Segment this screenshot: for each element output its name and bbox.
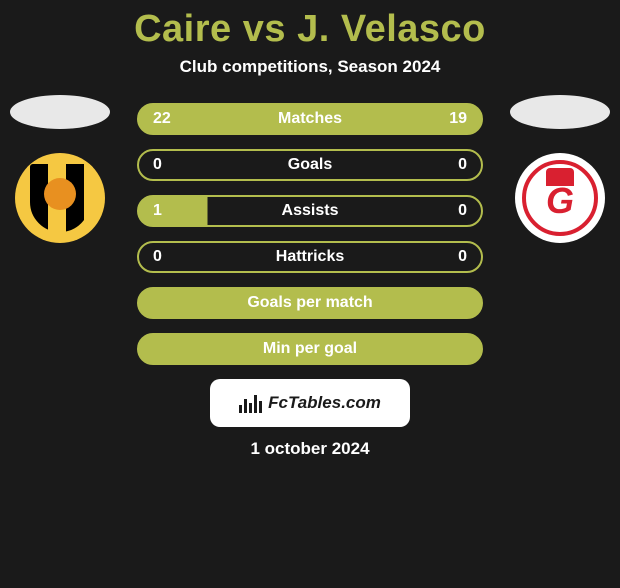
stat-row: 0 Hattricks 0 [137,241,483,273]
player-left-column [10,95,110,243]
stat-row: 1 Assists 0 [137,195,483,227]
stat-right-value: 0 [458,248,467,266]
stat-label: Assists [282,202,339,220]
stat-left-value: 1 [153,202,162,220]
stat-label: Hattricks [276,248,344,266]
date-text: 1 october 2024 [0,439,620,459]
player2-name: J. Velasco [297,8,486,50]
chart-icon [239,393,262,413]
stat-left-value: 0 [153,156,162,174]
stat-left-value: 22 [153,110,171,128]
stat-left-value: 0 [153,248,162,266]
page-title: Caire vs J. Velasco [0,8,620,51]
player1-name: Caire [134,8,232,50]
club-badge-right: G [515,153,605,243]
stat-right-value: 0 [458,202,467,220]
stat-row: 22 Matches 19 [137,103,483,135]
fctables-logo: FcTables.com [239,393,381,413]
vs-text: vs [243,8,286,50]
stat-right-value: 19 [449,110,467,128]
club-badge-left [15,153,105,243]
stat-row: 0 Goals 0 [137,149,483,181]
stat-row: Min per goal [137,333,483,365]
player-left-avatar [10,95,110,129]
player-right-avatar [510,95,610,129]
player-right-column: G [510,95,610,243]
stat-rows: 22 Matches 19 0 Goals 0 1 Assists 0 0 Hattricks 0 Go… [137,103,483,365]
stat-row: Goals per match [137,287,483,319]
comparison-container: G 22Matches190Goals01Assists00Hattricks0… [0,103,620,459]
stat-label: Goals per match [247,294,372,312]
subtitle: Club competitions, Season 2024 [0,57,620,77]
stat-label: Matches [278,110,342,128]
fctables-text: FcTables.com [268,393,381,413]
stat-label: Min per goal [263,340,357,358]
fctables-badge: FcTables.com [210,379,410,427]
stat-right-value: 0 [458,156,467,174]
stat-label: Goals [288,156,332,174]
